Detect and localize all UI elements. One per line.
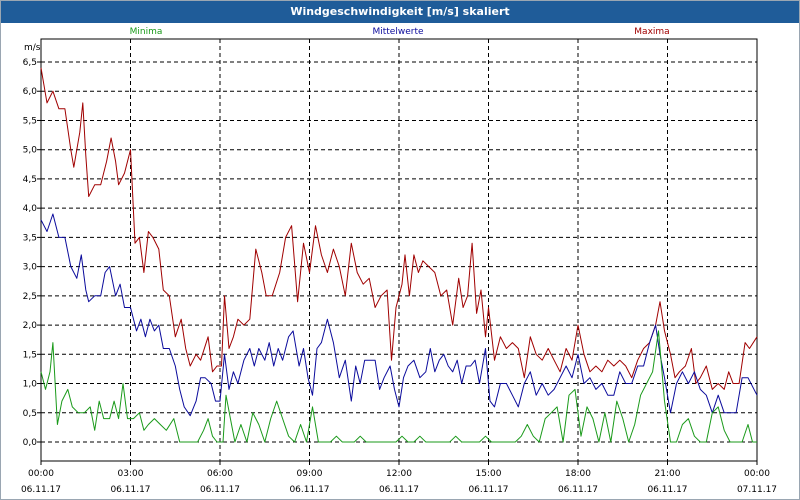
legend-maxima: Maxima — [634, 27, 669, 37]
x-tick-date-label: 06.11.17 — [289, 485, 329, 495]
y-tick-label: 1,0 — [23, 380, 38, 390]
x-tick-time-label: 00:00 — [28, 469, 54, 479]
series-line-maxima — [40, 67, 758, 390]
x-tick-date-label: 06.11.17 — [379, 485, 419, 495]
x-tick-time-label: 09:00 — [297, 469, 323, 479]
legend-mittelwerte: Mittelwerte — [372, 27, 423, 37]
y-tick-label: 4,5 — [23, 175, 37, 185]
y-tick-label: 2,5 — [23, 292, 37, 302]
y-tick-label: 4,0 — [23, 204, 38, 214]
x-axis-ticks: 00:00 06.11.17 03:00 06.11.17 06:00 06.11.17 0… — [21, 461, 777, 495]
y-tick-label: 6,0 — [23, 87, 38, 97]
y-tick-label: 1,5 — [23, 350, 37, 360]
chart-title: Windgeschwindigkeit [m/s] skaliert — [1, 1, 799, 23]
x-tick-date-label: 06.11.17 — [200, 485, 240, 495]
y-tick-label: 2,0 — [23, 321, 38, 331]
y-tick-label: 5,0 — [23, 146, 38, 156]
y-axis-ticks: 0,0 0,5 1,0 1,5 2,0 2,5 3,0 3,5 4,0 4,5 5,0 5,5 6,0 6… — [23, 58, 41, 448]
x-tick-date-label: 06.11.17 — [558, 485, 598, 495]
x-tick-date-label: 06.11.17 — [468, 485, 508, 495]
x-tick-time-label: 03:00 — [118, 469, 144, 479]
y-tick-label: 3,0 — [23, 263, 38, 273]
x-tick-time-label: 06:00 — [207, 469, 233, 479]
wind-speed-chart: 0,0 0,5 1,0 1,5 2,0 2,5 3,0 3,5 4,0 4,5 5,0 5,5 6,0 6… — [21, 27, 777, 495]
x-tick-time-label: 15:00 — [476, 469, 502, 479]
series — [40, 67, 758, 443]
y-tick-label: 3,5 — [23, 233, 37, 243]
y-tick-label: 6,5 — [23, 58, 37, 68]
x-tick-date-label: 06.11.17 — [110, 485, 150, 495]
series-line-mittelwerte — [40, 213, 758, 417]
series-line-minima — [40, 330, 757, 443]
y-tick-label: 0,0 — [23, 438, 38, 448]
y-tick-label: 5,5 — [23, 116, 37, 126]
x-tick-date-label: 07.11.17 — [737, 485, 777, 495]
x-tick-time-label: 21:00 — [655, 469, 681, 479]
y-axis-unit-label: m/s — [24, 43, 41, 53]
x-tick-time-label: 00:00 — [744, 469, 770, 479]
grid — [40, 38, 758, 462]
x-tick-date-label: 06.11.17 — [647, 485, 687, 495]
x-tick-date-label: 06.11.17 — [21, 485, 61, 495]
legend-minima: Minima — [130, 27, 163, 37]
x-tick-time-label: 18:00 — [565, 469, 591, 479]
legend: Maxima Mittelwerte Minima — [130, 27, 670, 37]
x-tick-time-label: 12:00 — [386, 469, 412, 479]
y-tick-label: 0,5 — [23, 409, 37, 419]
